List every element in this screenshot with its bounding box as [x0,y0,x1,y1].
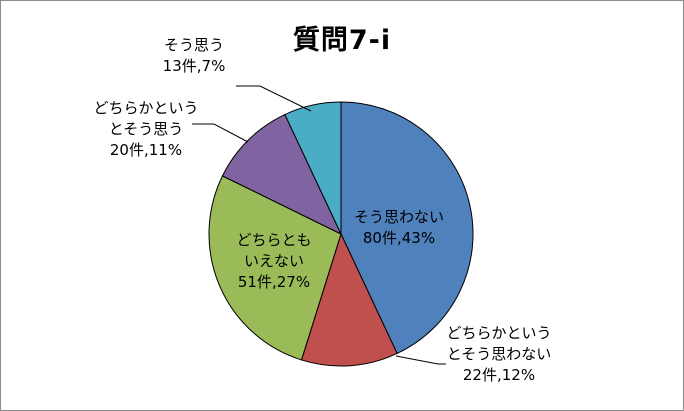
slice-label-2-line-1: いえない [244,252,304,270]
slice-label-3-line-1: とそう思う [109,120,184,138]
slice-label-1-line-0: どちらかという [446,324,551,342]
slice-label-0-line-0: そう思わない [354,208,444,226]
pie-slice-3 [221,113,343,236]
pie-slice-0 [340,101,474,355]
slice-label-4-line-1: 13件,7% [163,57,226,75]
pie-slice-4 [284,101,342,235]
pie-slice-1 [300,232,398,367]
slice-label-2-line-0: どちらとも [236,231,311,249]
leader-line-4 [236,85,312,112]
leader-line-3 [192,123,249,143]
slice-label-2-line-2: 51件,27% [238,273,310,291]
slice-label-1-line-1: とそう思わない [447,345,552,363]
slice-label-1-line-2: 22件,12% [463,366,535,384]
slice-label-0-line-1: 80件,43% [363,229,435,247]
slice-label-4-line-0: そう思う [164,36,224,54]
slice-label-3-line-0: どちらかという [93,99,198,117]
chart-title: 質問7-i [292,25,392,56]
leader-line-1 [395,355,446,365]
pie-slice-2 [208,175,342,361]
slice-label-3-line-2: 20件,11% [110,141,182,159]
